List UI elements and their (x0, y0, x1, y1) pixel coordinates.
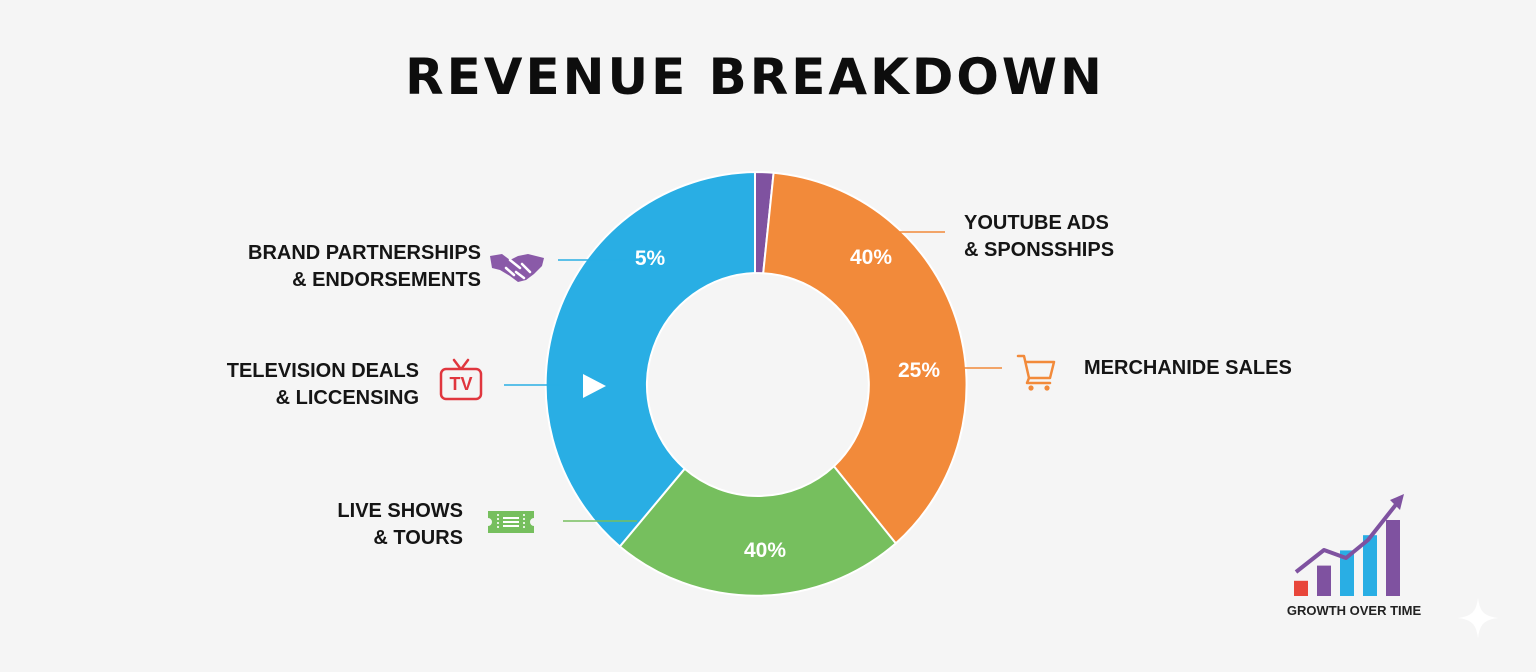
growth-caption: GROWTH OVER TIME (1286, 603, 1422, 618)
play-icon (583, 374, 606, 398)
tv-icon: TV (438, 358, 484, 402)
label-merch-line1: MERCHANIDE SALES (1084, 357, 1292, 379)
ticket-icon (488, 511, 534, 533)
growth-bar (1340, 550, 1354, 596)
chart-title: REVENUE BREAKDOWN (405, 48, 1105, 106)
growth-chart-icon (1294, 494, 1404, 596)
growth-trend-line (1294, 500, 1400, 574)
slice-orange (762, 171, 968, 545)
label-youtube-line2: & SPONSSHIPS (964, 239, 1115, 261)
label-live-line1: LIVE SHOWS (337, 500, 463, 522)
slice-label-brand: 5% (635, 247, 666, 270)
growth-arrow-head (1390, 494, 1404, 510)
tv-icon-text: TV (449, 374, 473, 394)
label-brand-line1: BRAND PARTNERSHIPS (248, 242, 481, 264)
label-tv-line1: TELEVISION DEALS (226, 360, 419, 382)
slice-green (618, 464, 898, 597)
label-live-line2: & TOURS (373, 527, 463, 549)
slice-blue (544, 170, 756, 548)
handshake-icon (490, 254, 544, 282)
label-tv-line2: & LICCENSING (275, 387, 419, 409)
label-youtube-line1: YOUTUBE ADS (964, 212, 1109, 234)
label-youtube: YOUTUBE ADS & SPONSSHIPS (964, 210, 1114, 264)
label-merch: MERCHANIDE SALES (1084, 355, 1292, 382)
growth-bar (1363, 535, 1377, 596)
shopping-cart-icon (1016, 354, 1056, 391)
sparkle-icon (1458, 598, 1498, 638)
label-brand-line2: & ENDORSEMENTS (292, 269, 481, 291)
label-tv: TELEVISION DEALS & LICCENSING (227, 358, 419, 412)
slice-label-live: 40% (744, 539, 786, 562)
label-brand: BRAND PARTNERSHIPS & ENDORSEMENTS (248, 240, 481, 294)
slice-label-merch: 25% (898, 359, 940, 382)
growth-bar (1386, 520, 1400, 596)
slice-label-youtube: 40% (850, 246, 892, 269)
label-live: LIVE SHOWS & TOURS (337, 498, 463, 552)
growth-bar (1317, 565, 1331, 596)
growth-bar (1294, 580, 1308, 596)
